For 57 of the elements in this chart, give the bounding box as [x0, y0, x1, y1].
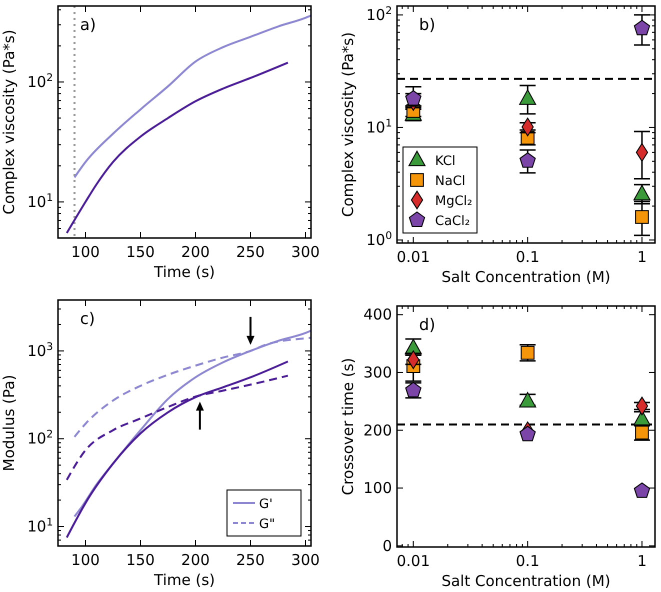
point	[635, 210, 649, 224]
y-tick-label: 10$^{2}$	[27, 428, 53, 448]
x-tick-label: 250	[236, 243, 265, 261]
y-tick-label: 10$^{1}$	[27, 516, 53, 536]
x-axis-title: Salt Concentration (M)	[441, 572, 611, 590]
line-series	[66, 62, 289, 234]
legend-label: MgCl₂	[435, 194, 472, 209]
y-axis-title: Modulus (Pa)	[0, 374, 18, 472]
y-tick-label: 400	[363, 306, 392, 324]
x-tick-label: 200	[181, 551, 210, 569]
line-series	[66, 360, 289, 538]
y-tick-label: 300	[363, 363, 392, 382]
y-axis-title: Complex viscosity (Pa*s)	[339, 32, 357, 217]
y-axis-title: Crossover time (s)	[339, 358, 357, 496]
y-tick-label: 10$^{2}$	[27, 72, 53, 91]
y-tick-label: 10$^{1}$	[366, 117, 392, 136]
point	[634, 20, 650, 36]
legend-label: G"	[259, 517, 276, 532]
x-axis-title: Time (s)	[153, 571, 215, 589]
text: b)	[419, 15, 436, 34]
y-axis-title: Complex viscosity (Pa*s)	[0, 30, 18, 214]
x-tick-label: 300	[291, 551, 320, 569]
legend-label: CaCl₂	[435, 214, 470, 229]
x-tick-label: 250	[236, 551, 265, 569]
x-axis-title: Time (s)	[153, 263, 215, 281]
x-tick-label: 0.01	[396, 248, 430, 266]
x-tick-label: 300	[291, 243, 320, 261]
x-tick-label: 200	[181, 243, 210, 261]
x-tick-label: 0.1	[516, 552, 540, 570]
legend-label: NaCl	[435, 174, 466, 189]
point	[520, 426, 536, 442]
legend-label: G'	[259, 497, 273, 512]
x-tick-label: 150	[126, 243, 155, 261]
y-tick-label: 10$^{0}$	[366, 230, 392, 249]
point	[520, 152, 536, 168]
text: c)	[80, 309, 96, 328]
x-axis-title: Salt Concentration (M)	[441, 268, 611, 286]
y-tick-label: 10$^{3}$	[27, 340, 53, 360]
x-tick-label: 100	[71, 243, 100, 261]
x-tick-label: 1	[637, 248, 647, 266]
y-tick-label: 10$^{2}$	[366, 4, 392, 24]
y-tick-label: 200	[363, 421, 392, 440]
y-tick-label: 10$^{1}$	[27, 192, 53, 211]
x-tick-label: 0.01	[396, 552, 430, 570]
x-tick-label: 150	[126, 551, 155, 569]
x-tick-label: 1	[637, 552, 647, 570]
y-tick-label: 0	[382, 536, 392, 555]
line-series	[74, 330, 311, 518]
x-tick-label: 0.1	[516, 248, 540, 266]
line-series	[74, 14, 311, 178]
text: a)	[80, 15, 96, 34]
x-tick-label: 100	[71, 551, 100, 569]
point	[519, 89, 536, 105]
legend-label: KCl	[435, 154, 456, 169]
point	[634, 482, 650, 498]
text: d)	[419, 315, 436, 334]
y-tick-label: 100	[363, 479, 392, 498]
